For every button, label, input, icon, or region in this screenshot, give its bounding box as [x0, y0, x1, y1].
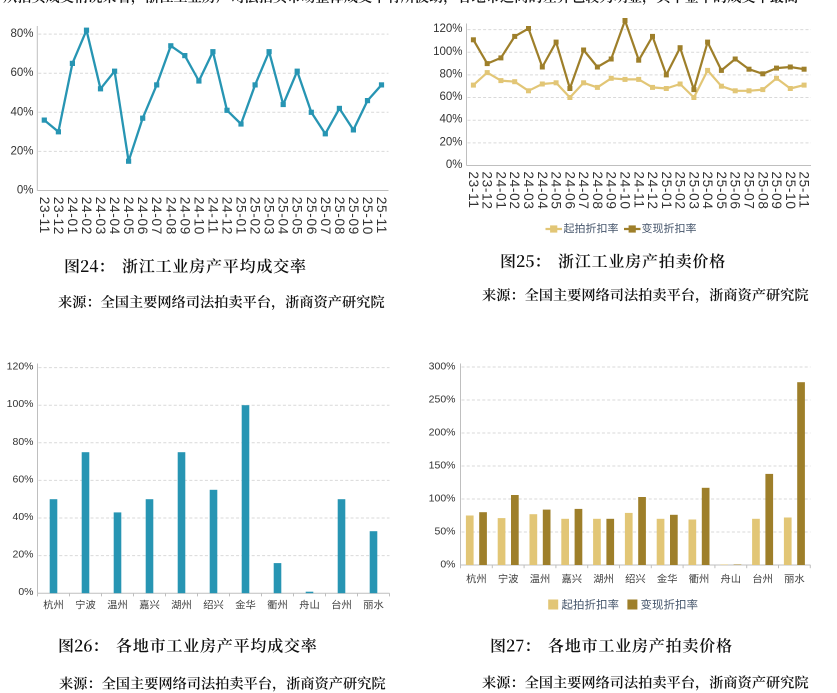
svg-text:25-07: 25-07: [318, 197, 333, 235]
svg-text:25-11: 25-11: [797, 171, 812, 208]
svg-text:24-01: 24-01: [65, 197, 80, 235]
svg-text:100%: 100%: [7, 398, 34, 410]
svg-text:24-09: 24-09: [604, 171, 619, 209]
svg-text:40%: 40%: [12, 511, 33, 523]
svg-text:25-04: 25-04: [276, 197, 291, 235]
svg-text:100%: 100%: [429, 493, 456, 505]
svg-text:25-11: 25-11: [374, 197, 389, 234]
svg-text:150%: 150%: [429, 460, 456, 472]
svg-text:25-06: 25-06: [728, 171, 743, 209]
svg-text:80%: 80%: [10, 28, 33, 40]
svg-text:40%: 40%: [10, 106, 33, 118]
svg-text:24-02: 24-02: [79, 197, 94, 235]
svg-text:25-06: 25-06: [304, 197, 319, 235]
svg-text:25-08: 25-08: [755, 171, 770, 209]
svg-text:24-03: 24-03: [93, 197, 108, 235]
svg-text:24-03: 24-03: [521, 171, 536, 209]
svg-text:40%: 40%: [439, 114, 462, 126]
svg-text:24-12: 24-12: [220, 197, 235, 235]
svg-text:20%: 20%: [12, 549, 33, 561]
svg-text:24-05: 24-05: [121, 197, 136, 235]
svg-text:24-02: 24-02: [507, 171, 522, 209]
svg-text:24-09: 24-09: [177, 197, 192, 235]
svg-text:23-11: 23-11: [37, 197, 52, 234]
svg-text:24-08: 24-08: [163, 197, 178, 235]
svg-text:80%: 80%: [439, 68, 462, 80]
svg-text:24-06: 24-06: [135, 197, 150, 235]
svg-text:25-05: 25-05: [290, 197, 305, 235]
svg-text:25-02: 25-02: [248, 197, 263, 235]
svg-text:23-12: 23-12: [480, 171, 495, 209]
svg-text:24-07: 24-07: [149, 197, 164, 235]
svg-text:60%: 60%: [439, 91, 462, 103]
svg-text:250%: 250%: [429, 394, 456, 406]
svg-text:23-11: 23-11: [466, 171, 481, 208]
svg-text:25-05: 25-05: [714, 171, 729, 209]
svg-text:24-04: 24-04: [535, 171, 550, 209]
svg-text:20%: 20%: [439, 136, 462, 148]
svg-text:25-01: 25-01: [659, 171, 674, 209]
svg-text:24-12: 24-12: [645, 171, 660, 209]
svg-text:24-10: 24-10: [618, 171, 633, 209]
svg-text:120%: 120%: [433, 23, 462, 35]
svg-text:25-03: 25-03: [262, 197, 277, 235]
svg-text:0%: 0%: [446, 159, 463, 171]
svg-text:24-11: 24-11: [205, 197, 220, 234]
svg-text:24-08: 24-08: [590, 171, 605, 209]
svg-text:25-08: 25-08: [332, 197, 347, 235]
svg-text:24-04: 24-04: [107, 197, 122, 235]
svg-text:0%: 0%: [18, 586, 33, 598]
svg-text:120%: 120%: [7, 361, 34, 373]
svg-text:60%: 60%: [10, 67, 33, 79]
svg-text:200%: 200%: [429, 427, 456, 439]
svg-text:24-10: 24-10: [191, 197, 206, 235]
svg-text:25-09: 25-09: [346, 197, 361, 235]
svg-text:25-09: 25-09: [769, 171, 784, 209]
svg-text:24-01: 24-01: [493, 171, 508, 209]
svg-text:80%: 80%: [12, 436, 33, 448]
svg-text:25-10: 25-10: [360, 197, 375, 235]
svg-text:50%: 50%: [434, 526, 455, 538]
svg-text:25-02: 25-02: [673, 171, 688, 209]
svg-text:25-03: 25-03: [686, 171, 701, 209]
svg-text:24-06: 24-06: [562, 171, 577, 209]
svg-text:24-07: 24-07: [576, 171, 591, 209]
svg-text:23-12: 23-12: [51, 197, 66, 235]
svg-text:0%: 0%: [440, 559, 455, 571]
svg-text:0%: 0%: [17, 185, 34, 197]
svg-text:300%: 300%: [429, 361, 456, 373]
svg-text:24-11: 24-11: [631, 171, 646, 208]
svg-text:25-07: 25-07: [742, 171, 757, 209]
svg-text:25-10: 25-10: [783, 171, 798, 209]
svg-text:24-05: 24-05: [549, 171, 564, 209]
svg-text:25-04: 25-04: [700, 171, 715, 209]
svg-text:60%: 60%: [12, 473, 33, 485]
svg-text:20%: 20%: [10, 145, 33, 157]
svg-text:100%: 100%: [433, 46, 462, 58]
svg-text:25-01: 25-01: [234, 197, 249, 235]
